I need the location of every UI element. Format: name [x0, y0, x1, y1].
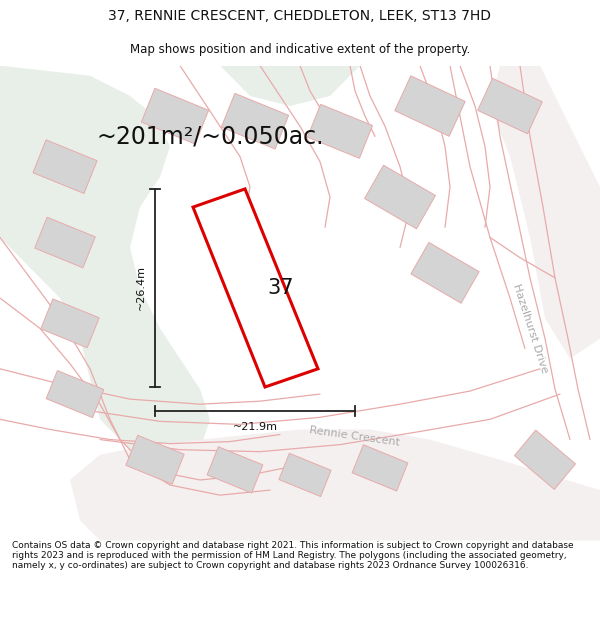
Polygon shape [220, 66, 360, 106]
Text: ~21.9m: ~21.9m [233, 422, 277, 432]
Polygon shape [365, 165, 436, 229]
Text: ~26.4m: ~26.4m [136, 266, 146, 311]
Text: 37, RENNIE CRESCENT, CHEDDLETON, LEEK, ST13 7HD: 37, RENNIE CRESCENT, CHEDDLETON, LEEK, S… [109, 9, 491, 23]
Polygon shape [411, 242, 479, 303]
Text: 37: 37 [267, 278, 293, 298]
Polygon shape [70, 429, 600, 541]
Text: ~201m²/~0.050ac.: ~201m²/~0.050ac. [96, 124, 324, 148]
Polygon shape [279, 453, 331, 497]
Polygon shape [33, 140, 97, 194]
Polygon shape [41, 299, 99, 348]
Polygon shape [142, 88, 209, 144]
Polygon shape [35, 217, 95, 268]
Polygon shape [193, 189, 318, 387]
Polygon shape [0, 66, 210, 460]
Text: Contains OS data © Crown copyright and database right 2021. This information is : Contains OS data © Crown copyright and d… [12, 541, 574, 571]
Text: Map shows position and indicative extent of the property.: Map shows position and indicative extent… [130, 42, 470, 56]
Polygon shape [490, 66, 600, 359]
Polygon shape [478, 78, 542, 134]
Polygon shape [514, 430, 575, 489]
Polygon shape [46, 371, 104, 418]
Polygon shape [395, 76, 465, 136]
Polygon shape [221, 93, 289, 149]
Polygon shape [126, 436, 184, 484]
Text: Hazelhurst Drive: Hazelhurst Drive [511, 282, 549, 374]
Text: Rennie Crescent: Rennie Crescent [309, 425, 401, 448]
Polygon shape [352, 445, 408, 491]
Polygon shape [207, 447, 263, 493]
Polygon shape [307, 104, 373, 158]
